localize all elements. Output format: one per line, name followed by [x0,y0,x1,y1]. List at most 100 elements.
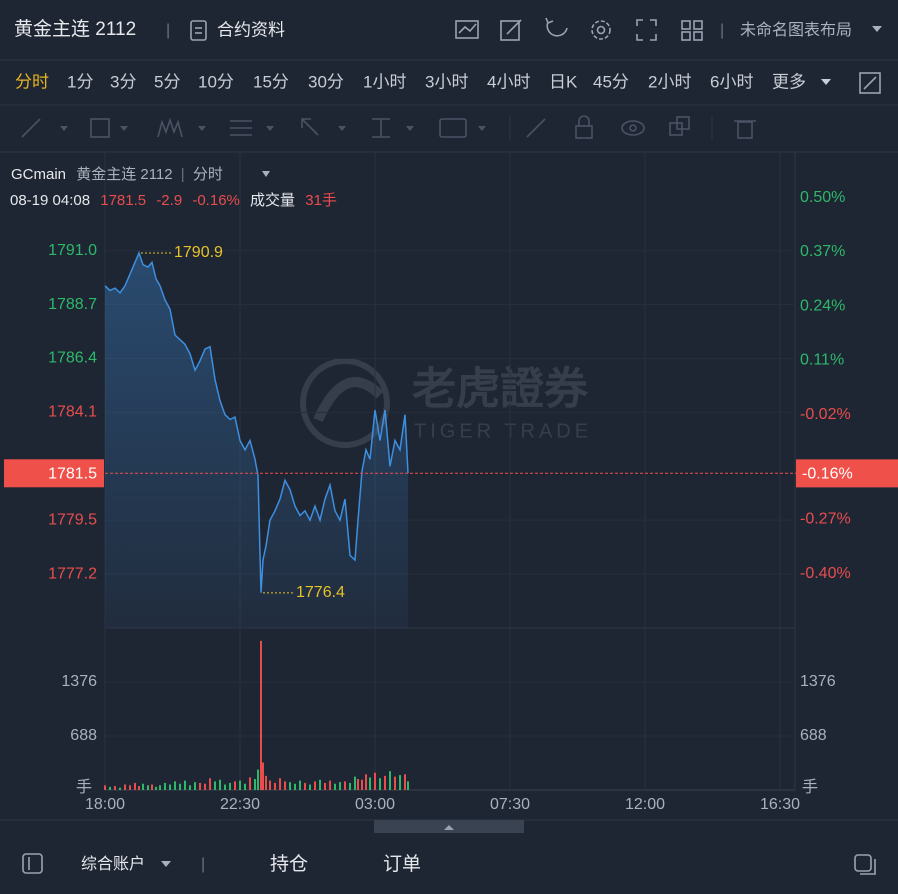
watermark: 老虎證券 TIGER TRADE [300,358,589,448]
volume-tick-label: 688 [70,727,97,744]
settings-icon[interactable] [591,20,611,40]
timeframe-tab[interactable]: 2小时 [648,72,691,91]
volume-bar [254,779,256,790]
volume-bar [334,783,336,790]
separator: | [166,22,170,39]
draw-icon[interactable] [500,19,522,41]
indicator-icon[interactable] [455,20,479,39]
volume-bar [134,782,136,790]
volume-bar [274,782,276,790]
volume-bar [374,772,376,790]
timeframe-tab[interactable]: 4小时 [487,72,530,91]
last-pct-label: -0.16% [802,466,853,483]
reset-icon[interactable] [545,17,568,37]
volume-bar [379,778,381,790]
volume-bar [269,780,271,790]
volume-bar [179,783,181,790]
timeframe-tab[interactable]: 更多 [772,72,806,91]
volume-bar [279,778,281,790]
volume-bar [119,787,121,790]
volume-bar [104,785,106,790]
volume-bar [294,783,296,790]
volume-bar [209,778,211,790]
separator: | [720,22,724,39]
y2-tick-label: 0.50% [800,189,845,206]
positions-tab[interactable]: 持仓 [270,853,308,875]
orders-tab[interactable]: 订单 [383,853,421,875]
fullscreen-icon[interactable] [636,19,657,41]
layout-name[interactable]: 未命名图表布局 [740,21,852,39]
sidebar-toggle[interactable] [22,853,43,874]
contract-info[interactable]: 合约资料 [217,20,285,39]
timeframe-tab[interactable]: 15分 [253,72,289,91]
info-price: 1781.5 [100,192,146,209]
more-arrow[interactable] [821,79,831,85]
timeframe-tab[interactable]: 45分 [593,72,629,91]
legend: GCmain 黄金主连 2112 | 分时 [11,166,223,183]
volume-bar [194,782,196,790]
x-tick-label: 22:30 [220,796,260,813]
volume-bar [260,640,262,790]
volume-bar [129,785,131,790]
volume-bar [184,780,186,790]
volume-bar [174,781,176,790]
dropdown-arrow[interactable] [872,26,882,32]
timeframe-tab[interactable]: 分时 [15,72,49,91]
timeframe-tab[interactable]: 1分 [67,72,93,91]
volume-bar [329,780,331,790]
volume-bar [257,769,259,790]
timeframe-tab[interactable]: 3小时 [425,72,468,91]
timeframe-tab[interactable]: 6小时 [710,72,753,91]
volume-bar [142,783,144,790]
volume-bar [389,771,391,790]
account-selector[interactable]: 综合账户 [81,855,145,873]
info-date: 08-19 04:08 [10,192,90,209]
volume-bar [357,779,359,790]
timeframe-tab[interactable]: 3分 [110,72,136,91]
timeframe-tab[interactable]: 日K [549,72,578,91]
timeframe-tab[interactable]: 30分 [308,72,344,91]
volume-bar [151,784,153,790]
volume-bar [265,775,267,790]
y-tick-label: 1791.0 [48,242,97,259]
timeframe-tab[interactable]: 1小时 [363,72,406,91]
account-arrow[interactable] [161,861,171,867]
volume-unit-right: 手 [802,778,818,796]
timeframe-tab[interactable]: 10分 [198,72,234,91]
volume-bar [114,786,116,790]
legend-interval[interactable]: 分时 [193,166,223,183]
volume-bar [147,785,149,790]
y-tick-label: 1788.7 [48,296,97,313]
layout-icon[interactable] [681,20,703,41]
info-volume-label: 成交量 [250,191,295,209]
price-line [104,250,409,593]
volume-bar [404,774,406,790]
area-fill [105,252,408,628]
handle-arrow[interactable] [444,825,454,830]
x-tick-label: 03:00 [355,796,395,813]
timeframe-tab[interactable]: 5分 [154,72,180,91]
window-icon[interactable] [854,854,876,875]
volume-bar [284,781,286,790]
volume-bar [109,786,111,790]
legend-symbol: GCmain [11,166,66,183]
x-tick-label: 12:00 [625,796,665,813]
volume-bar [138,786,140,790]
x-tick-label: 18:00 [85,796,125,813]
volume-tick-label-right: 688 [800,727,827,744]
expand-icon[interactable] [859,72,881,94]
volume-bar [224,784,226,790]
volume-bar [324,782,326,790]
interval-arrow[interactable] [262,171,270,177]
instrument-title: 黄金主连 2112 [14,18,136,40]
volume-bar [239,780,241,790]
y2-tick-label: 0.11% [800,352,844,369]
volume-bar [164,782,166,790]
volume-bar [344,781,346,790]
volume-bar [394,776,396,790]
contract-info-button[interactable]: 合约资料 [190,20,285,41]
volume-bar [244,783,246,790]
volume-bar [365,774,367,790]
volume-bar [289,782,291,790]
separator: | [201,856,205,873]
